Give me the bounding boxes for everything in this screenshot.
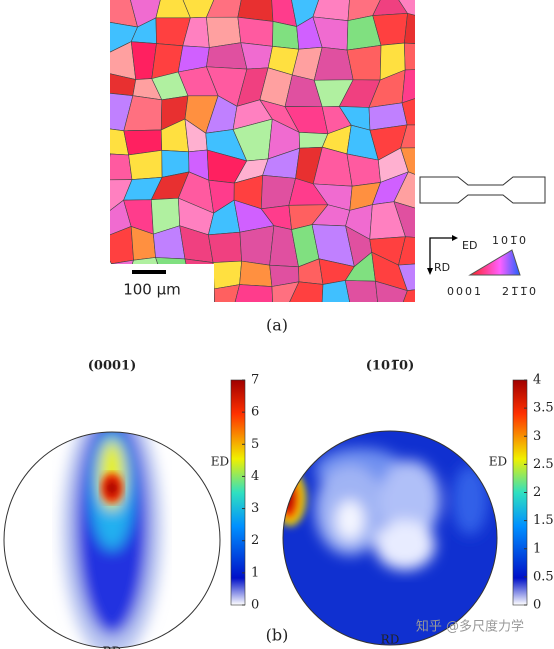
sample-shape <box>419 176 546 204</box>
rd-label: RD <box>103 645 122 649</box>
grain <box>346 45 382 81</box>
colorbar-tick-label: 3.5 <box>533 401 554 416</box>
colorbar-tick-label: 3 <box>533 429 541 444</box>
grain <box>400 147 415 175</box>
colorbar <box>230 379 246 606</box>
colorbar-tick-label: 7 <box>251 373 259 388</box>
colorbar-tick-label: 1.5 <box>533 513 554 528</box>
ed-label: ED <box>211 455 229 469</box>
grain <box>110 153 133 181</box>
grain <box>398 236 415 266</box>
scale-bar-label: 100 μm <box>123 281 181 299</box>
grain <box>404 42 415 71</box>
pole-figure-title: (0001) <box>88 359 136 374</box>
grain <box>289 281 324 302</box>
colorbar-tick-label: 2 <box>251 533 259 548</box>
grain <box>239 225 275 266</box>
pole-figure <box>4 432 220 648</box>
ipf-label: 21̅1̅0 <box>502 285 538 298</box>
grain <box>239 260 273 287</box>
ed-label: ED <box>462 239 477 252</box>
grain <box>237 16 274 47</box>
rd-label: RD <box>381 633 400 647</box>
grain <box>271 281 300 302</box>
pole-figure-title: (101̅0) <box>366 359 414 374</box>
pole-figure-border <box>3 431 221 649</box>
grain <box>401 69 415 104</box>
arrow-heads <box>427 235 458 275</box>
grain <box>344 280 378 302</box>
panel-label: (b) <box>266 626 289 645</box>
grain <box>402 289 415 302</box>
colorbar-tick-label: 2.5 <box>533 457 554 472</box>
pole-figure-border <box>282 430 498 646</box>
colorbar-tick-label: 1 <box>533 541 541 556</box>
colorbar-tick-label: 1 <box>251 565 259 580</box>
grain <box>208 231 242 263</box>
grain <box>398 0 415 16</box>
grain <box>234 284 273 302</box>
grain <box>400 124 415 149</box>
pole-figure <box>283 431 497 645</box>
grain <box>393 171 415 209</box>
grain <box>401 98 415 126</box>
grain <box>206 16 242 48</box>
grain <box>213 284 240 302</box>
colorbar-tick-label: 2 <box>533 485 541 500</box>
colorbar-tick-label: 0 <box>533 598 541 613</box>
colorbar-tick-label: 4 <box>251 469 259 484</box>
ipf-label: 0001 <box>447 285 483 298</box>
ipf-label: 101̅0 <box>492 234 528 247</box>
colorbar-tick-label: 0.5 <box>533 569 554 584</box>
ipf-triangle <box>468 249 521 276</box>
colorbar-tick-label: 6 <box>251 405 259 420</box>
axes <box>429 237 452 268</box>
colorbar-tick-label: 3 <box>251 501 259 516</box>
grain <box>321 280 350 302</box>
colorbar-tick-label: 5 <box>251 437 259 452</box>
grain <box>375 280 408 302</box>
grain <box>393 201 415 238</box>
ed-label: ED <box>489 455 507 469</box>
colorbar-tick-label: 0 <box>251 598 259 613</box>
rd-label: RD <box>434 261 450 274</box>
ebsd-map <box>110 0 415 302</box>
grain <box>128 150 163 180</box>
grain <box>398 263 415 291</box>
panel-label: (a) <box>266 316 288 335</box>
colorbar-tick-label: 4 <box>533 373 541 388</box>
watermark: 知乎 @多尺度力学 <box>416 619 524 635</box>
grain <box>403 13 415 44</box>
